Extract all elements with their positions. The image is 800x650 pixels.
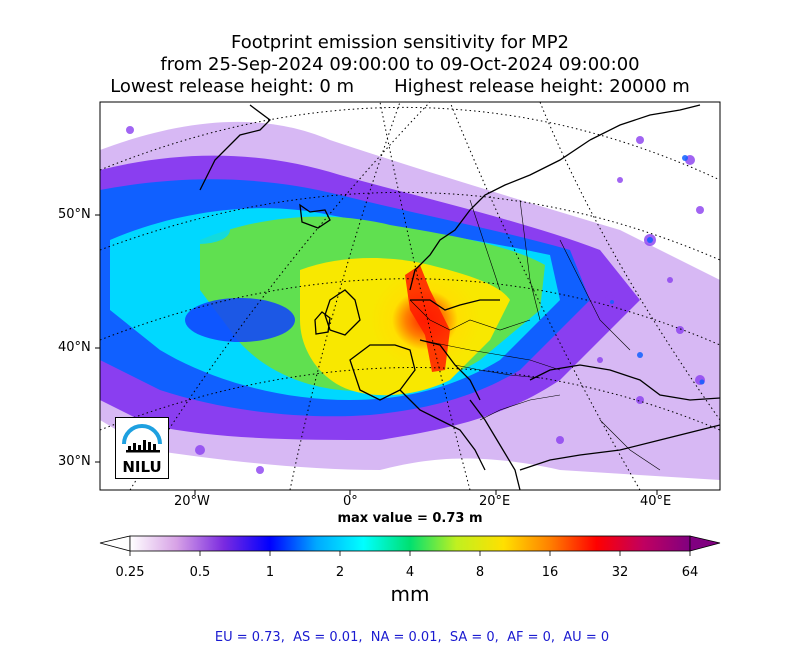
colorbar-min-arrow [99,535,131,552]
map-title-line-1: Footprint emission sensitivity for MP2 [230,32,569,53]
colorbar-tick-label: 0.25 [115,565,145,580]
lat-label-30n: 30°N [58,454,91,469]
country-borders [409,199,661,471]
lon-label-20w: 20°W [174,494,210,509]
colorbar-max-arrow [689,535,721,552]
lat-label-40n: 40°N [58,340,91,355]
logo-text: NILU [122,458,162,476]
colorbar-tick-label: 32 [611,565,629,580]
max-value-label: max value = 0.73 m [337,511,483,526]
nilu-logo: NILU [115,417,169,479]
map-plot-area [100,102,720,490]
colorbar-tick-label: 0.5 [189,565,211,580]
colorbar-tick-label: 1 [265,565,275,580]
colorbar [99,535,721,556]
lon-label-40e: 40°E [640,494,672,509]
colorbar-tick-label: 16 [541,565,559,580]
lon-label-20e: 20°E [479,494,511,509]
colorbar-unit-label: mm [390,582,430,606]
colorbar-tick-label: 2 [335,565,345,580]
colorbar-tick-label: 4 [405,565,415,580]
map-title-line-3: Lowest release height: 0 m Highest relea… [110,76,690,97]
coastlines [199,104,720,490]
colorbar-bar [129,535,691,552]
lat-label-50n: 50°N [58,207,91,222]
map-frame [99,101,721,491]
colorbar-tick-label: 8 [475,565,485,580]
lon-label-0: 0° [343,494,358,509]
map-title-line-2: from 25-Sep-2024 09:00:00 to 09-Oct-2024… [160,54,640,75]
region-summary: EU = 0.73, AS = 0.01, NA = 0.01, SA = 0,… [214,630,610,645]
axis-ticks [95,214,658,495]
colorbar-tick-label: 64 [681,565,699,580]
